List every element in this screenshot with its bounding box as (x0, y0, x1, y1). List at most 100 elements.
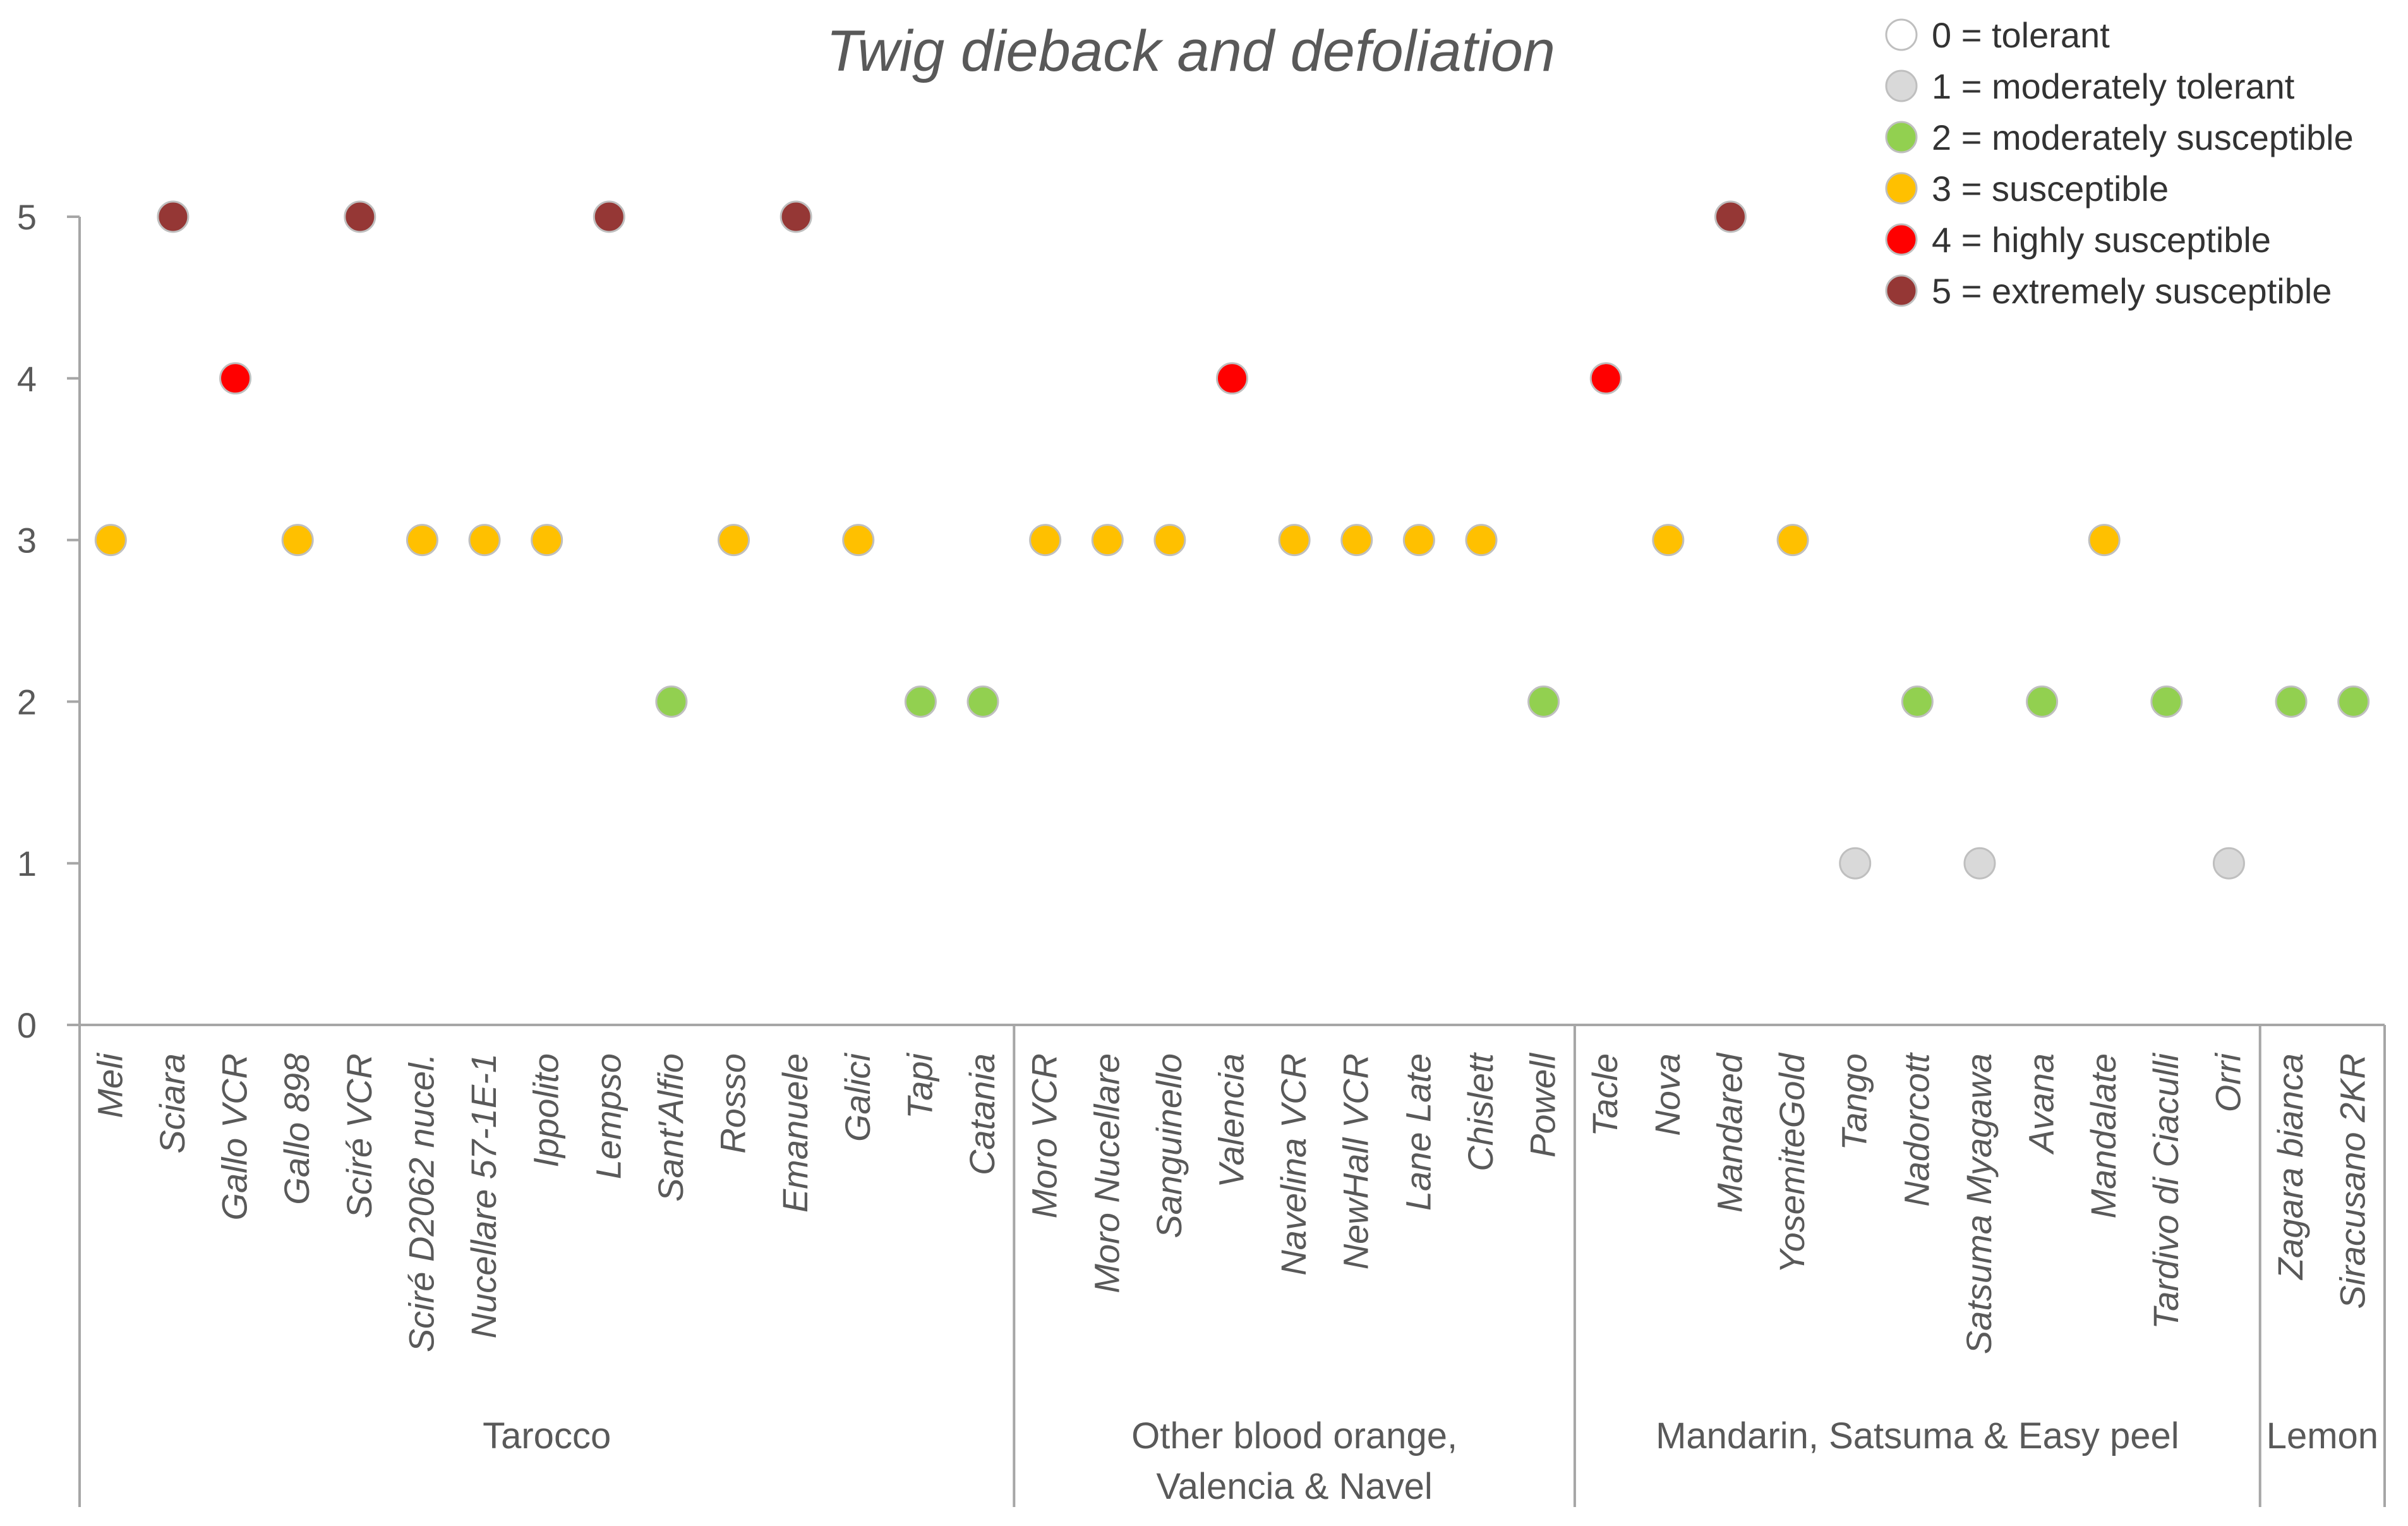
legend-marker (1885, 172, 1918, 205)
category-label: Sciré VCR (339, 1053, 379, 1218)
category-label: Sciré D2062 nucel. (401, 1053, 441, 1352)
data-point (531, 524, 563, 557)
group-label: Lemon (2267, 1415, 2378, 1456)
category-label: Moro VCR (1025, 1053, 1064, 1218)
data-point (281, 524, 314, 557)
category-label: Zagara bianca (2270, 1053, 2310, 1281)
category-label: Moro Nucellare (1087, 1053, 1126, 1293)
data-point (219, 362, 252, 395)
category-label: Tapi (900, 1052, 939, 1118)
legend-label: 2 = moderately susceptible (1932, 118, 2354, 157)
legend-marker (1885, 121, 1918, 154)
group-labels: Tarocco Other blood orange, Valencia & Nav… (483, 1025, 2386, 1507)
data-point (1776, 524, 1809, 557)
category-labels: Meli Sciara Gallo VCR Gallo 898 Sciré VCR Sci… (90, 1052, 2372, 1355)
category-label: Tacle (1585, 1053, 1625, 1137)
legend-marker (1885, 223, 1918, 256)
data-point (1963, 847, 1996, 880)
category-label: Orri (2208, 1052, 2248, 1112)
legend-marker (1885, 18, 1918, 51)
category-label: Mandared (1709, 1052, 1749, 1213)
data-points (94, 200, 2370, 880)
data-point (1402, 524, 1435, 557)
legend-label: 5 = extremely susceptible (1932, 271, 2332, 311)
y-axis: 0 1 2 3 4 5 (17, 197, 81, 1045)
data-point (2088, 524, 2121, 557)
group-label: Tarocco (483, 1415, 611, 1456)
data-point (157, 200, 190, 233)
legend-marker (1885, 70, 1918, 102)
legend-label: 3 = susceptible (1932, 169, 2169, 209)
data-point (2026, 685, 2059, 718)
data-point (1589, 362, 1622, 395)
legend-label: 0 = tolerant (1932, 15, 2110, 55)
category-label: Chislett (1460, 1052, 1500, 1172)
category-label: Nova (1647, 1053, 1687, 1136)
y-tick-label: 0 (17, 1005, 37, 1045)
category-label: Powell (1523, 1052, 1563, 1158)
group-label: Mandarin, Satsuma & Easy peel (1656, 1415, 2179, 1456)
category-label: Tardivo di Ciaculli (2146, 1052, 2186, 1329)
data-point (1465, 524, 1498, 557)
category-label: Nadorcott (1896, 1052, 1936, 1207)
category-label: Siracusano 2KR (2333, 1053, 2373, 1309)
data-point (406, 524, 438, 557)
category-label: Rosso (713, 1053, 753, 1154)
category-label: NewHall VCR (1336, 1053, 1376, 1269)
category-label: Avana (2021, 1053, 2061, 1155)
category-label: Satsuma Myagawa (1959, 1053, 1999, 1354)
y-tick-label: 3 (17, 521, 37, 560)
category-label: Mandalate (2083, 1053, 2123, 1219)
chart-title: Twig dieback and defoliation (826, 19, 1555, 83)
category-label: YosemiteGold (1772, 1052, 1812, 1273)
category-label: Nucellare 57-1E-1 (464, 1053, 503, 1338)
data-point (780, 200, 812, 233)
legend-label: 1 = moderately tolerant (1932, 66, 2295, 106)
data-point (1527, 685, 1560, 718)
data-point (468, 524, 501, 557)
legend-label: 4 = highly susceptible (1932, 220, 2271, 260)
y-tick-label: 1 (17, 844, 37, 883)
category-label: Ippolito (526, 1053, 566, 1168)
data-point (2212, 847, 2245, 880)
category-label: Meli (90, 1052, 129, 1118)
data-point (1153, 524, 1186, 557)
data-point (904, 685, 937, 718)
category-label: Tango (1834, 1053, 1874, 1151)
category-label: Emanuele (775, 1053, 815, 1213)
category-label: Catania (962, 1053, 1002, 1175)
category-label: Navelina VCR (1273, 1053, 1313, 1276)
data-point (1091, 524, 1124, 557)
data-point (1652, 524, 1685, 557)
data-point (1278, 524, 1311, 557)
data-point (593, 200, 625, 233)
data-point (344, 200, 376, 233)
category-label: Gallo 898 (277, 1053, 316, 1205)
data-point (655, 685, 688, 718)
category-label: Lempso (588, 1053, 628, 1179)
data-point (2337, 685, 2370, 718)
category-label: Galici (838, 1052, 877, 1142)
data-point (718, 524, 750, 557)
legend-marker (1885, 274, 1918, 307)
data-point (2150, 685, 2183, 718)
data-point (1901, 685, 1934, 718)
category-label: Valencia (1212, 1053, 1251, 1188)
data-point (842, 524, 875, 557)
data-point (94, 524, 127, 557)
data-point (1029, 524, 1062, 557)
data-point (2275, 685, 2308, 718)
data-point (1839, 847, 1872, 880)
category-label: Lane Late (1398, 1053, 1438, 1211)
data-point (1216, 362, 1248, 395)
group-label: Other blood orange, Valencia & Navel (1131, 1415, 1457, 1507)
data-point (966, 685, 999, 718)
category-label: Sciara (152, 1053, 192, 1154)
category-label: Sanguinello (1149, 1053, 1189, 1238)
legend: 0 = tolerant 1 = moderately tolerant 2 = m… (1885, 15, 2354, 311)
data-point (1714, 200, 1747, 233)
category-label: Gallo VCR (215, 1053, 255, 1221)
y-tick-label: 4 (17, 359, 37, 399)
y-tick-label: 5 (17, 197, 37, 237)
